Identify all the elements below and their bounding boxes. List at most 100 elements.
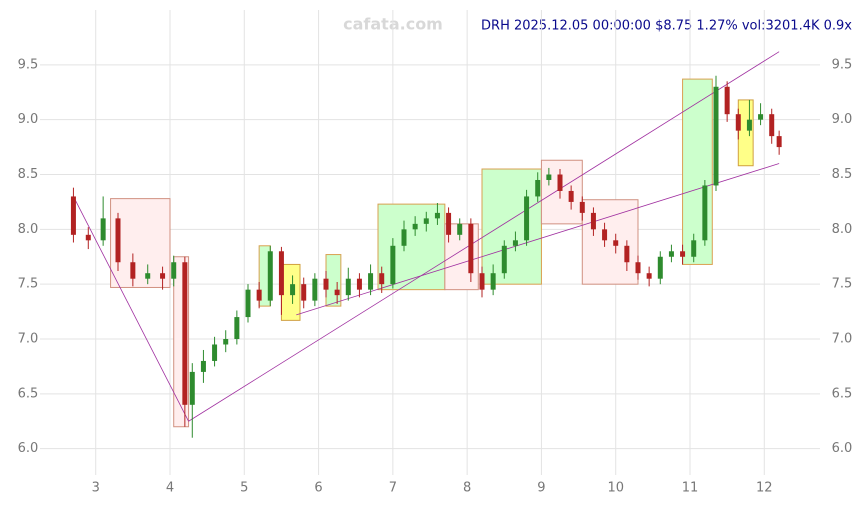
candle-body — [646, 273, 652, 279]
candle-body — [546, 174, 552, 180]
candle-body — [290, 284, 296, 296]
x-tick-label: 7 — [389, 481, 397, 496]
candle-body — [613, 240, 619, 246]
candle-body — [490, 273, 496, 290]
y-tick-label-right: 9.5 — [832, 57, 853, 72]
candle-body — [100, 218, 106, 241]
candle-body — [746, 119, 752, 131]
candle-body — [713, 86, 719, 186]
candle-body — [602, 229, 608, 241]
y-tick-label: 6.0 — [18, 441, 39, 456]
zone-box — [737, 99, 754, 167]
y-tick-label: 9.5 — [18, 57, 39, 72]
candle-body — [182, 262, 188, 405]
candle-body — [724, 86, 730, 115]
candle-body — [590, 212, 596, 230]
candle-body — [434, 212, 440, 219]
trend-line — [73, 196, 189, 422]
chart-title: DRH 2025.12.05 00:00:00 $8.75 1.27% vol:… — [481, 19, 852, 34]
candle-body — [446, 212, 452, 235]
candle-body — [769, 114, 775, 137]
candle-body — [323, 278, 329, 290]
candle-body — [635, 262, 641, 274]
x-tick-label: 12 — [756, 481, 773, 496]
candle-body — [479, 273, 485, 290]
y-tick-label: 7.5 — [18, 277, 39, 292]
candle-body — [256, 289, 262, 301]
candle-body — [245, 289, 251, 318]
zone-box — [481, 168, 542, 285]
candle-body — [423, 218, 429, 224]
candle-body — [115, 218, 121, 263]
y-tick-label-right: 6.5 — [832, 386, 853, 401]
candle-body — [735, 114, 741, 131]
candle-body — [535, 179, 541, 197]
y-tick-label-right: 8.5 — [832, 167, 853, 182]
y-tick-label-right: 6.0 — [832, 441, 853, 456]
candle-body — [501, 245, 507, 274]
candle-body — [468, 223, 474, 274]
x-tick-label: 11 — [682, 481, 699, 496]
candle-body — [668, 251, 674, 257]
candle-body — [345, 278, 351, 296]
candle-body — [145, 273, 151, 279]
zone-box — [377, 203, 446, 291]
candle-body — [758, 114, 764, 120]
y-tick-label-right: 9.0 — [832, 112, 853, 127]
candle-body — [379, 273, 385, 285]
candle-body — [657, 256, 663, 279]
y-tick-label: 8.0 — [18, 222, 39, 237]
candle-body — [301, 284, 307, 301]
candle-body — [160, 273, 166, 279]
candle-body — [200, 360, 206, 372]
candle-body — [171, 262, 177, 279]
x-tick-label: 5 — [240, 481, 248, 496]
candle-body — [702, 185, 708, 241]
candle-body — [680, 251, 686, 257]
candle-body — [624, 245, 630, 263]
candle-body — [212, 344, 218, 361]
candle-body — [691, 240, 697, 257]
x-tick-label: 6 — [314, 481, 322, 496]
x-tick-label: 10 — [607, 481, 624, 496]
candle-body — [267, 251, 273, 301]
candle-body — [356, 278, 362, 290]
candle-body — [776, 136, 782, 148]
zone-box — [581, 199, 639, 285]
y-tick-label: 8.5 — [18, 167, 39, 182]
candle-body — [130, 262, 136, 279]
candle-body — [568, 190, 574, 202]
zone-box — [682, 78, 713, 265]
y-tick-label: 7.0 — [18, 332, 39, 347]
x-tick-label: 3 — [92, 481, 100, 496]
x-tick-label: 4 — [166, 481, 174, 496]
trend-line — [188, 51, 780, 422]
candle-body — [85, 234, 91, 241]
y-tick-label: 6.5 — [18, 386, 39, 401]
x-tick-label: 9 — [537, 481, 545, 496]
candle-body — [368, 273, 374, 290]
candle-body — [390, 245, 396, 285]
candle-body — [189, 371, 195, 405]
candle-body — [579, 201, 585, 213]
y-tick-label-right: 8.0 — [832, 222, 853, 237]
candle-body — [412, 223, 418, 230]
candle-body — [524, 196, 530, 241]
candle-body — [70, 196, 76, 235]
candle-body — [512, 240, 518, 246]
candle-body — [457, 223, 463, 235]
trend-line — [296, 163, 780, 316]
candle-body — [223, 339, 229, 345]
candle-body — [234, 317, 240, 340]
x-tick-label: 8 — [463, 481, 471, 496]
candle-body — [312, 278, 318, 301]
candle-body — [278, 251, 284, 296]
candle-body — [334, 289, 340, 296]
candle-body — [557, 174, 563, 191]
zone-box — [540, 159, 583, 225]
candle-body — [401, 229, 407, 246]
y-tick-label-right: 7.5 — [832, 277, 853, 292]
y-tick-label: 9.0 — [18, 112, 39, 127]
y-tick-label-right: 7.0 — [832, 332, 853, 347]
